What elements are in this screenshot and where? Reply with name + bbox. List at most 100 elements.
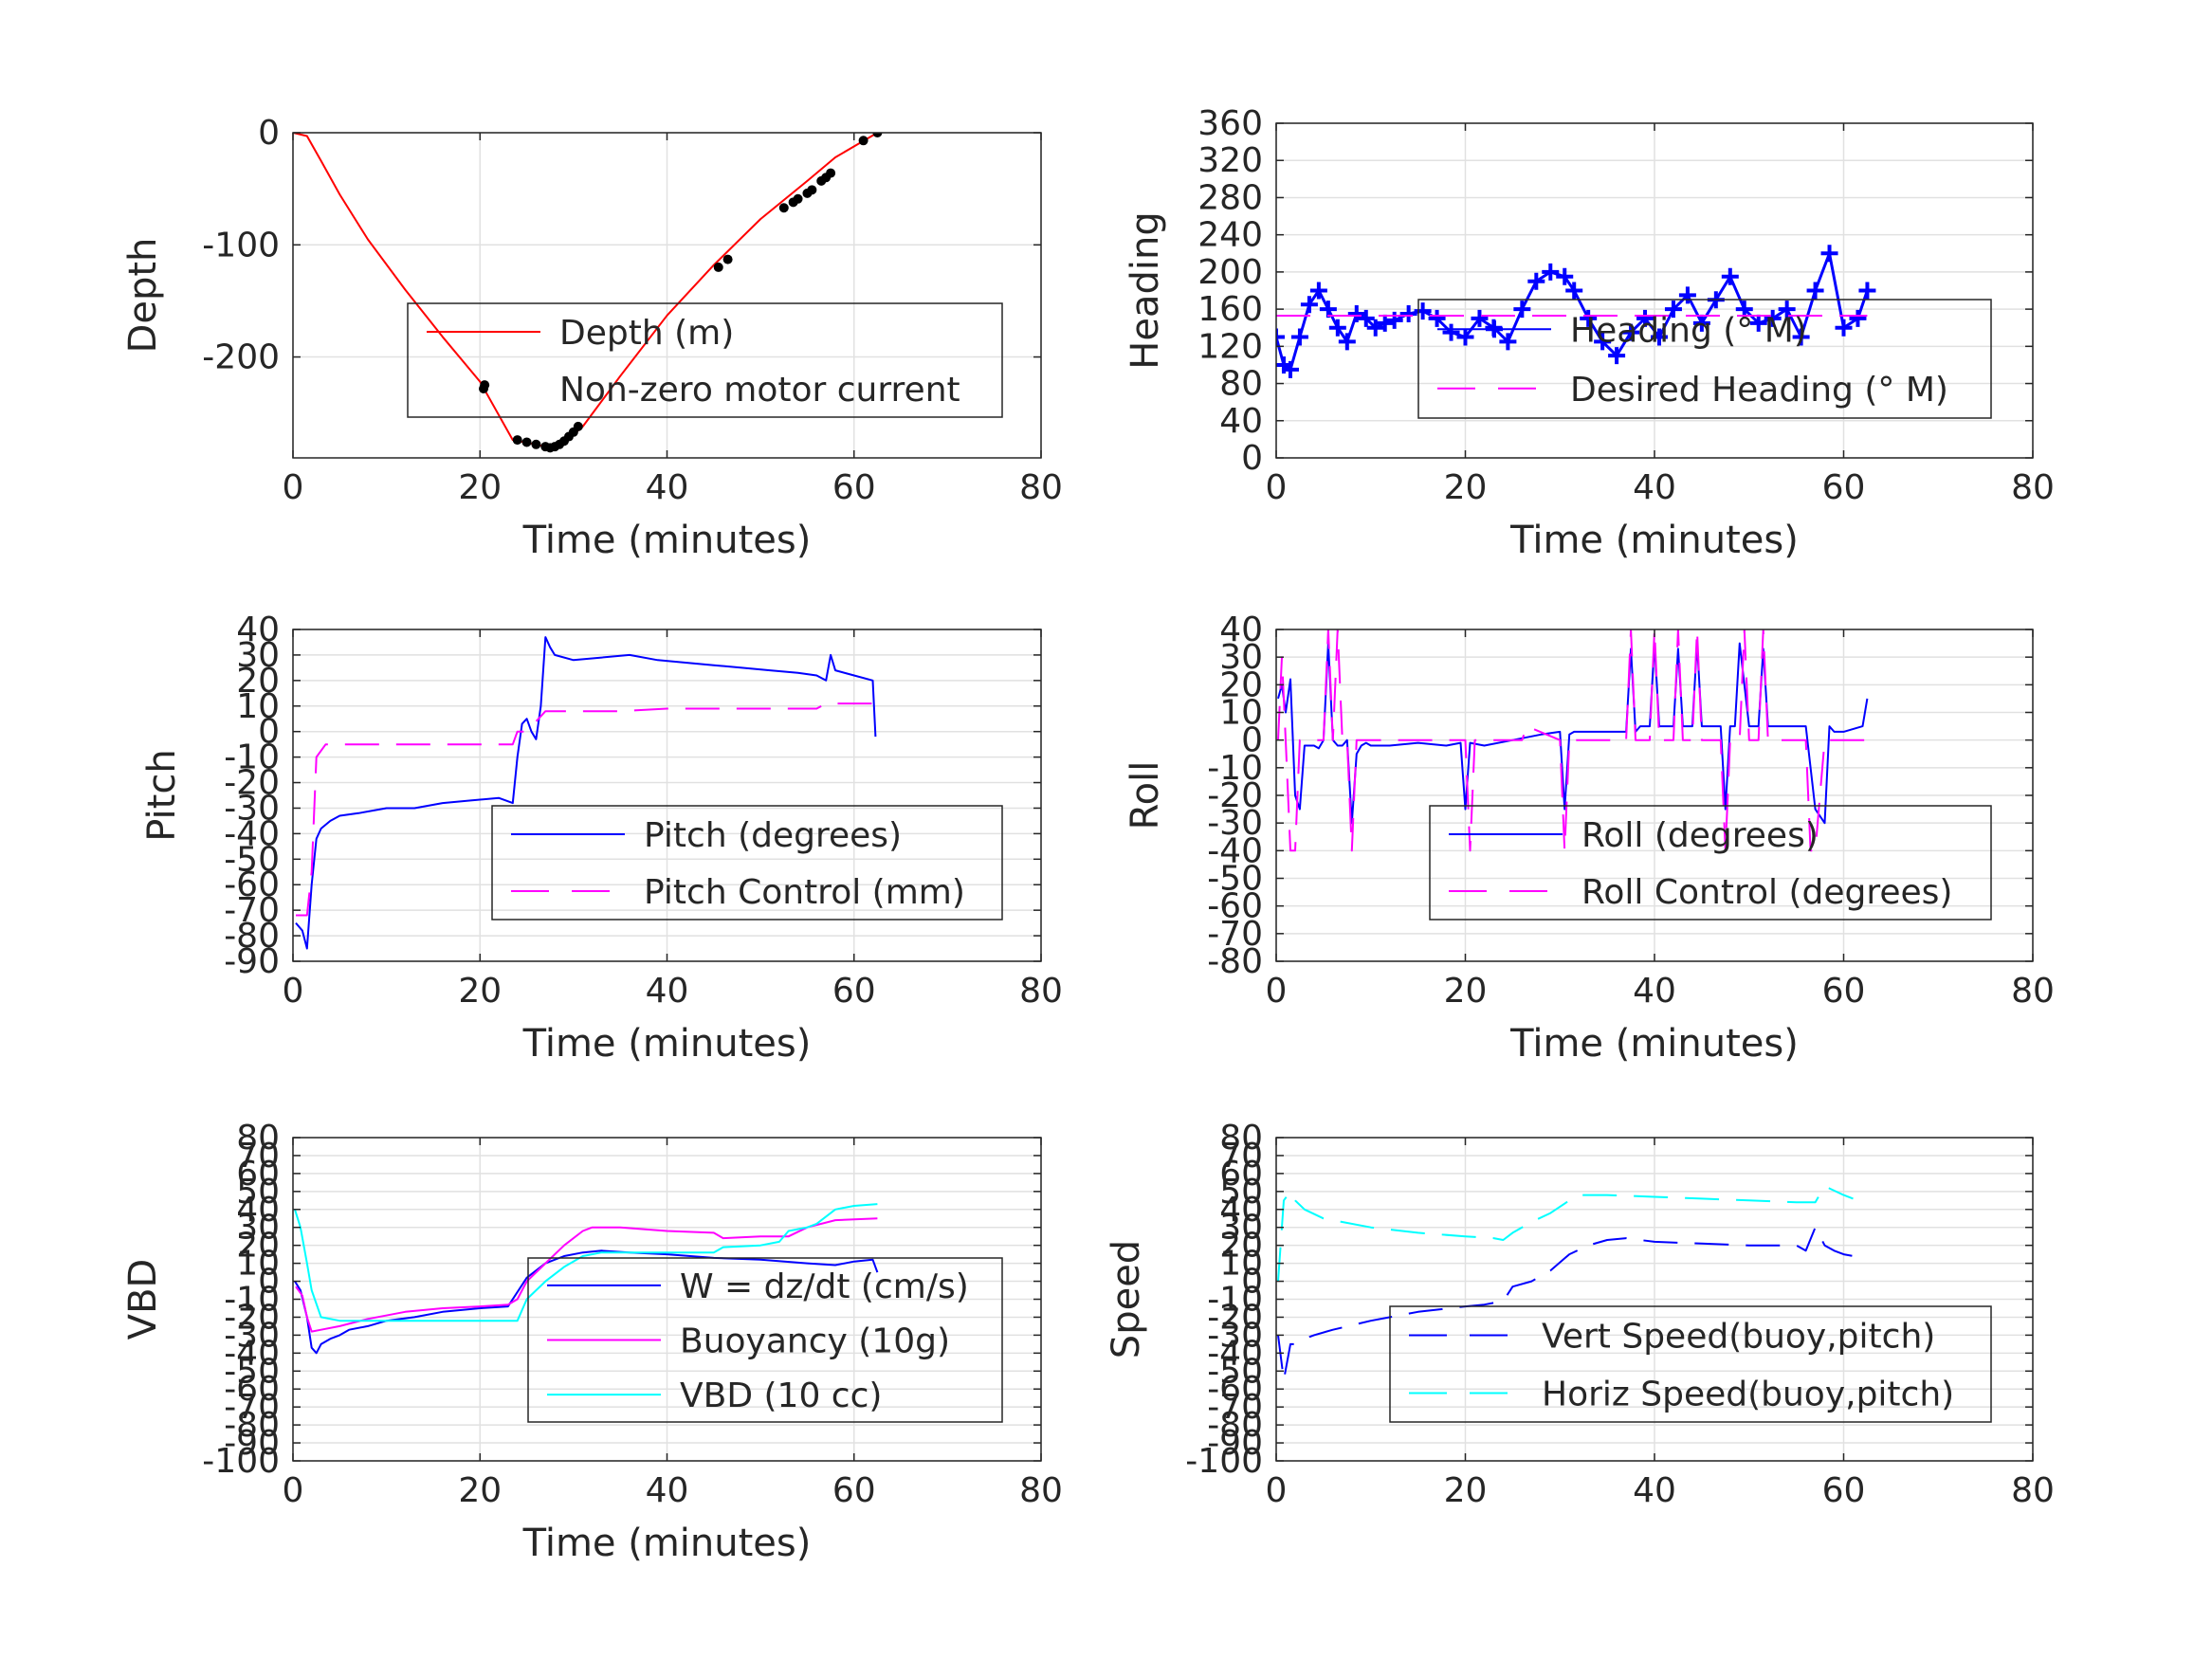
x-tick-label: 80 [2011,468,2055,507]
x-tick-label: 0 [1266,468,1288,507]
series-heading-0-marker [1792,328,1810,346]
y-tick-label: 20 [236,662,280,701]
series-depth-1-point [778,203,789,213]
series-heading-0-marker [1820,245,1838,263]
y-tick-label: 30 [1219,638,1263,677]
series-heading-0-marker [1300,296,1318,314]
series-heading-0-marker [1692,314,1710,332]
y-tick-label: -20 [224,764,280,803]
series-heading-0-marker [1366,319,1384,337]
data-layer [1277,629,1869,852]
x-tick-label: 20 [1444,468,1488,507]
legend-label: Heading (° M) [1570,311,1807,350]
series-heading-0-marker [1622,323,1640,341]
y-tick-label: -30 [224,789,280,828]
x-tick-label: 20 [458,972,502,1011]
y-tick-label: 80 [1219,1119,1263,1158]
y-tick-label: 70 [1219,1137,1263,1176]
x-tick-label: 60 [832,972,876,1011]
y-tick-label: -10 [1207,1281,1263,1320]
y-tick-label: 0 [1241,721,1263,760]
y-tick-label: -50 [1207,860,1263,899]
series-depth-1-point [722,254,733,264]
series-heading-0-marker [1290,328,1308,346]
y-tick-label: 70 [236,1137,280,1176]
legend: Depth (m) Non-zero motor current [407,302,1003,418]
y-tick-label: -80 [1207,942,1263,981]
x-tick-label: 80 [1019,1471,1063,1510]
data-layer [294,1203,879,1355]
data-layer [1276,245,1876,378]
legend-label: Desired Heading (° M) [1570,371,1948,410]
series-roll-1-line [1277,629,1868,852]
vbd-subplot: 0 20 40 60 8080706050403020100-10-20-30-40-5… [121,1119,1063,1565]
y-tick-label: 30 [1219,1209,1263,1248]
y-tick-label: -40 [224,814,280,853]
y-tick-label: 0 [258,1263,280,1302]
y-axis-label: Speed [1105,1240,1148,1358]
series-heading-0-marker [1580,309,1598,327]
y-tick-label: 10 [236,687,280,726]
legend-label: Pitch Control (mm) [644,873,965,912]
x-tick-label: 0 [283,468,304,507]
x-tick-label: 20 [458,468,502,507]
series-heading-0-marker [1399,305,1417,323]
x-axis-label: Time (minutes) [1509,519,1799,562]
x-tick-label: 40 [646,972,689,1011]
legend-label: VBD (10 cc) [680,1376,882,1415]
series-depth-1-point [807,185,817,195]
series-depth-1-point [858,136,868,146]
series-speed-0-line [1277,1226,1863,1381]
series-heading-0-marker [1849,309,1867,327]
y-tick-label: -90 [224,1424,280,1463]
series-depth-1-point [793,193,803,204]
series-heading-0-marker [1442,323,1460,341]
y-tick-label: -60 [1207,887,1263,926]
y-axis-label: VBD [121,1259,165,1340]
x-axis-label: Time (minutes) [522,519,812,562]
series-heading-0-marker [1721,267,1739,285]
series-vbd-1-line [295,1217,878,1333]
series-heading-0-marker [1527,272,1545,290]
legend-box [1417,299,1992,419]
series-heading-0-marker [1664,301,1682,319]
series-heading-0-marker [1338,333,1356,351]
data-layer [293,133,883,453]
y-tick-label: 10 [1219,694,1263,733]
legend-box [407,302,1003,418]
y-tick-label: 0 [1241,1263,1263,1302]
heading-subplot: 0 20 40 60 8004080120160200240280320360Time … [1124,104,2055,562]
x-tick-label: 20 [458,1471,502,1510]
series-roll-0-line [1277,642,1869,825]
y-axis-label: Heading [1124,211,1167,369]
series-heading-0-marker [1414,302,1432,320]
x-tick-label: 80 [1019,972,1063,1011]
y-tick-label: 30 [236,1209,280,1248]
series-heading-0-marker [1385,311,1403,329]
y-tick-label: 50 [236,1173,280,1212]
legend: W = dz/dt (cm/s) Buoyancy (10g) VBD (10 cc… [527,1257,1003,1423]
x-tick-label: 80 [2011,1471,2055,1510]
y-axis-label: Pitch [140,749,184,841]
y-tick-label: 20 [236,1227,280,1266]
y-tick-label: 40 [1219,1191,1263,1230]
x-tick-label: 0 [283,972,304,1011]
series-heading-0-marker [1376,314,1394,332]
series-heading-0-marker [1565,282,1583,300]
y-tick-label: 120 [1197,327,1263,366]
y-tick-label: -70 [224,1388,280,1427]
series-heading-0-marker [1428,309,1446,327]
series-depth-1-point [713,262,723,272]
y-tick-label: -80 [224,917,280,956]
y-tick-label: 160 [1197,290,1263,329]
roll-subplot: 0 20 40 60 80403020100-10-20-30-40-50-60-70-… [1124,611,2055,1066]
x-tick-label: 40 [646,468,689,507]
y-tick-label: 20 [1219,665,1263,704]
x-tick-label: 40 [646,1471,689,1510]
x-tick-label: 60 [1822,972,1866,1011]
series-heading-0-marker [1636,309,1654,327]
series-heading-0-marker [1650,328,1668,346]
y-tick-label: -50 [224,1352,280,1391]
y-tick-label: 40 [236,611,280,649]
legend-marker [1486,320,1503,338]
